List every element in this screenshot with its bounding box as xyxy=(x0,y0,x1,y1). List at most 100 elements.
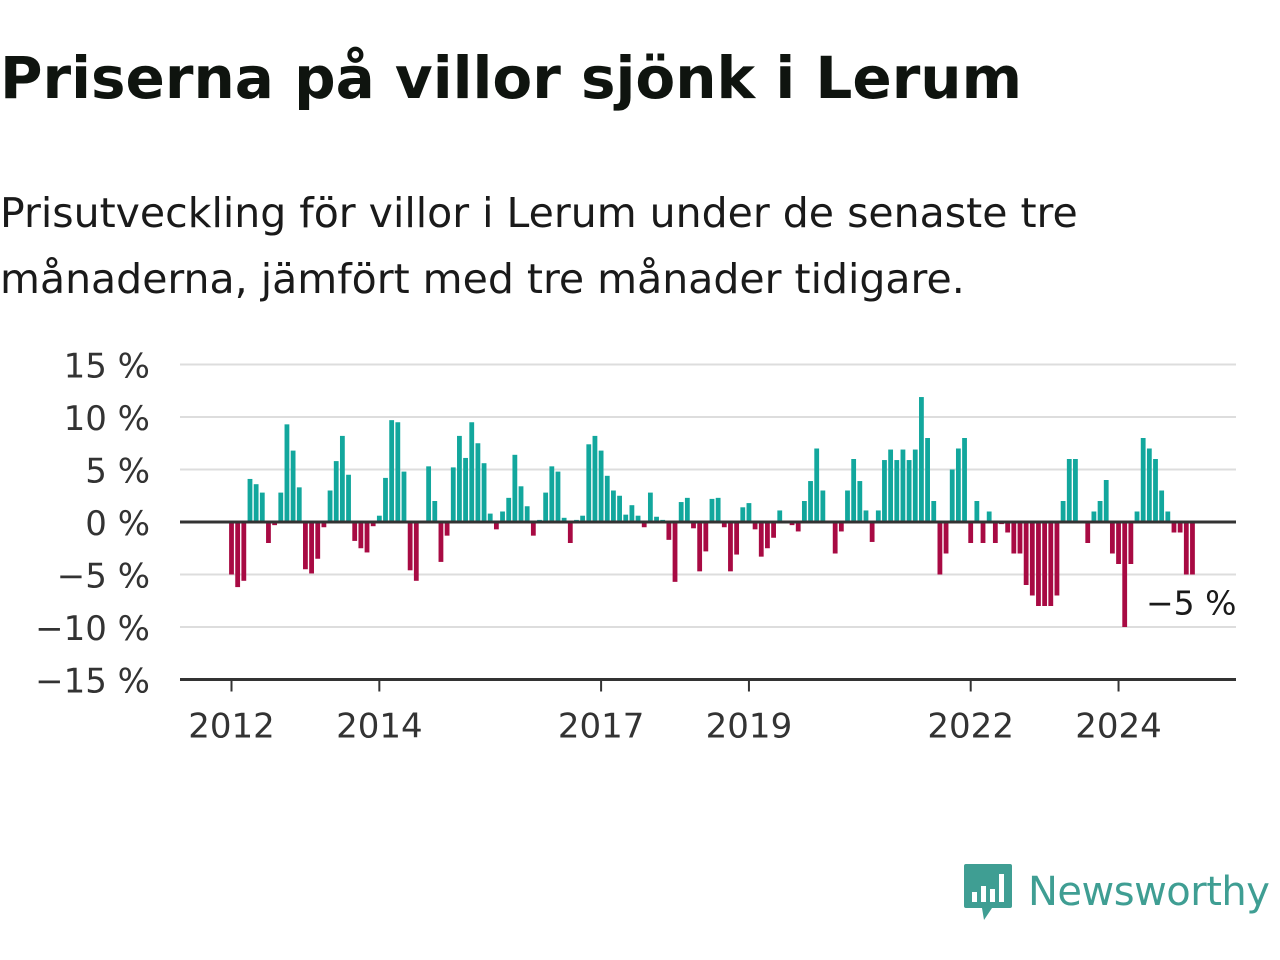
bar xyxy=(869,522,875,542)
bar xyxy=(530,522,536,536)
bar xyxy=(678,502,684,522)
bar xyxy=(333,461,339,522)
bar xyxy=(672,522,678,582)
bar xyxy=(758,522,764,557)
bar xyxy=(765,522,770,549)
bar xyxy=(395,422,401,522)
bar xyxy=(296,487,302,522)
newsworthy-logo: Newsworthy xyxy=(962,862,1270,922)
bar xyxy=(475,443,481,522)
bar xyxy=(771,522,776,538)
bar xyxy=(463,457,468,522)
bar xyxy=(598,450,604,522)
bar xyxy=(1091,511,1097,522)
bar xyxy=(549,466,555,522)
bar xyxy=(1023,522,1029,585)
bar xyxy=(457,435,462,522)
bar xyxy=(1190,522,1195,575)
bar xyxy=(407,522,413,571)
y-tick-label: −15 % xyxy=(35,662,150,702)
x-axis-labels: 2012 2014 2017 2019 2022 2024 xyxy=(188,707,1162,747)
y-tick-label: −10 % xyxy=(35,609,150,649)
bar xyxy=(666,522,672,540)
bar xyxy=(1159,490,1165,522)
bar xyxy=(321,522,327,528)
bar xyxy=(346,474,351,522)
axes xyxy=(180,520,1236,692)
bar xyxy=(808,481,813,522)
bar xyxy=(500,511,505,522)
bar xyxy=(900,449,906,522)
bar xyxy=(629,505,635,522)
bar xyxy=(1116,522,1121,564)
bar xyxy=(1017,522,1023,554)
bar xyxy=(912,449,918,522)
bar-chart-speech-bubble-icon xyxy=(964,864,1012,920)
bar xyxy=(715,497,721,522)
annotations: −5 % xyxy=(1146,584,1237,623)
bar xyxy=(777,510,783,522)
last-value-label: −5 % xyxy=(1146,584,1237,623)
bar xyxy=(567,522,573,543)
bar xyxy=(875,510,881,522)
bar xyxy=(863,510,869,522)
bar xyxy=(413,522,419,581)
bar xyxy=(703,522,709,552)
bar xyxy=(1042,522,1048,606)
bar xyxy=(654,516,659,522)
bar xyxy=(290,450,296,522)
y-tick-label: 0 % xyxy=(85,504,150,544)
bar xyxy=(235,522,241,588)
bar xyxy=(925,438,930,522)
y-tick-label: −5 % xyxy=(57,557,150,597)
bar xyxy=(721,522,727,528)
x-tick-label: 2012 xyxy=(188,707,275,747)
x-tick-label: 2022 xyxy=(927,707,1014,747)
bar xyxy=(641,522,647,528)
bar xyxy=(974,501,980,522)
bar xyxy=(697,522,703,572)
bar xyxy=(469,422,475,522)
y-tick-label: 10 % xyxy=(64,399,150,439)
bar xyxy=(241,522,247,581)
bar xyxy=(888,449,894,522)
y-tick-label: 5 % xyxy=(85,452,150,492)
bar xyxy=(931,501,937,522)
bar xyxy=(617,495,622,522)
bar xyxy=(1153,459,1158,522)
bar xyxy=(518,486,524,522)
bar xyxy=(358,522,364,549)
bar xyxy=(857,481,863,522)
bar xyxy=(647,492,653,522)
bar xyxy=(623,514,629,522)
bar xyxy=(493,522,499,530)
bar xyxy=(266,522,271,543)
x-tick-label: 2017 xyxy=(558,707,645,747)
bar xyxy=(278,492,284,522)
bar xyxy=(229,522,234,575)
bar xyxy=(1140,438,1146,522)
bar-chart: 15 %10 %5 %0 %−5 %−10 %−15 % 2012 2014 201… xyxy=(35,347,1237,747)
bar xyxy=(728,522,733,572)
bar xyxy=(487,513,493,522)
bar xyxy=(543,492,549,522)
bar xyxy=(253,484,259,522)
bar xyxy=(389,420,395,522)
bar xyxy=(272,522,278,526)
bar xyxy=(980,522,986,543)
chart-subtitle: Prisutveckling för villor i Lerum under … xyxy=(0,189,1078,303)
bar xyxy=(709,498,715,522)
bar xyxy=(838,522,844,532)
bar xyxy=(586,444,592,522)
bar xyxy=(906,460,912,522)
bar xyxy=(512,454,518,522)
bar xyxy=(691,522,696,529)
bar xyxy=(845,490,850,522)
bar xyxy=(684,497,690,522)
bar xyxy=(919,397,924,522)
bar xyxy=(352,522,358,541)
brand-name: Newsworthy xyxy=(1028,869,1270,915)
bar xyxy=(1165,511,1171,522)
bar xyxy=(432,501,438,522)
bar xyxy=(1109,522,1115,554)
